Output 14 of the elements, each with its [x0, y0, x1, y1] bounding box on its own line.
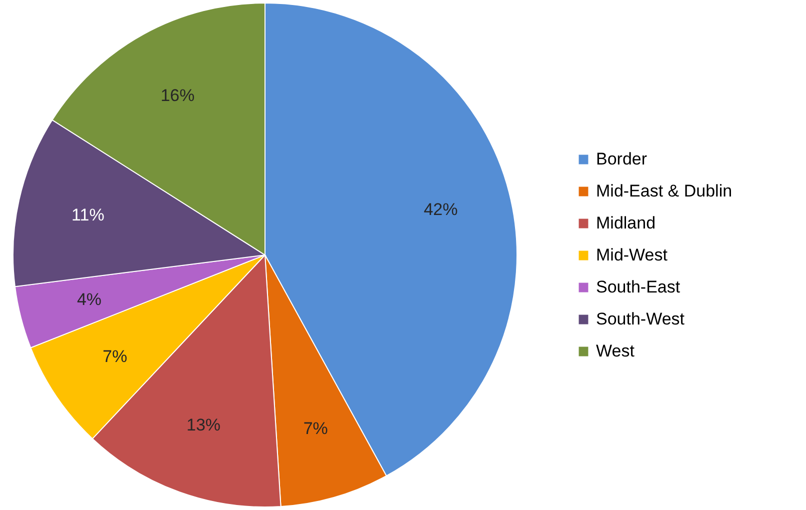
legend-label: Mid-West — [596, 246, 668, 264]
legend-label: Midland — [596, 214, 656, 232]
legend-label: West — [596, 342, 635, 360]
legend-label: Mid-East & Dublin — [596, 182, 732, 200]
data-label: 4% — [76, 290, 102, 310]
data-label: 7% — [102, 346, 128, 366]
legend-label: Border — [596, 150, 648, 168]
data-label: 7% — [303, 419, 328, 438]
data-label: 16% — [160, 86, 195, 106]
data-label: 11% — [72, 205, 104, 224]
legend-label: South-West — [596, 310, 685, 328]
legend-label: South-East — [596, 278, 680, 296]
data-label: 13% — [186, 416, 221, 435]
data-label: 42% — [424, 200, 458, 219]
